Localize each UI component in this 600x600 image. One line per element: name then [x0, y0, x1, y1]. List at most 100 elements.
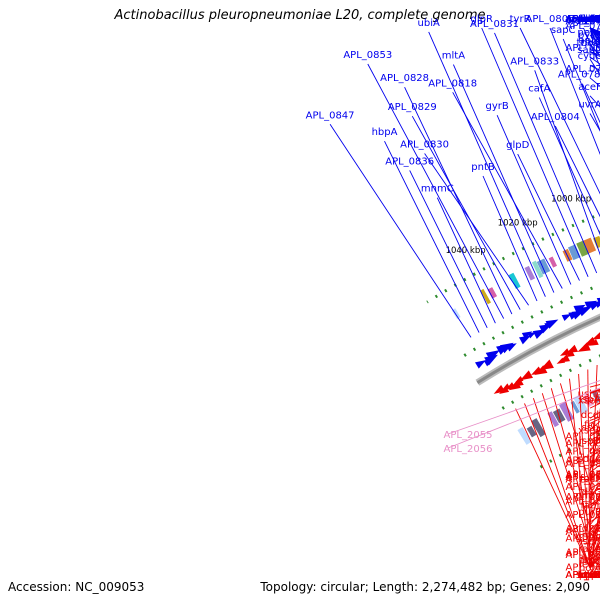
reverse-gene-label: APL_0848 — [566, 510, 600, 521]
forward-gene-label: APL_0779 — [566, 14, 600, 25]
forward-gene-label: APL_0767 — [566, 14, 600, 25]
reverse-gene-label: fic — [584, 420, 596, 431]
reverse-gene-label: APL_0840 — [566, 470, 600, 481]
forward-gene-label: apfD — [578, 14, 600, 25]
forward-gene-label: APL_0784 — [566, 64, 600, 75]
reverse-gene-leader — [589, 424, 600, 472]
forward-gene-leader — [329, 124, 472, 338]
reverse-gene-arrow — [493, 384, 506, 394]
forward-gene-leader — [452, 64, 555, 293]
reverse-gene-label: APL_0839 — [566, 527, 600, 538]
reverse-gene-label: APL_0849 — [566, 472, 600, 483]
forward-gene-label: sapC — [551, 25, 576, 36]
reverse-gene-arrow — [565, 350, 575, 358]
forward-gene-label: mnmC — [421, 184, 454, 195]
forward-gene-label: tyrR — [510, 14, 531, 25]
reverse-gene-label: metF — [577, 570, 600, 581]
forward-gene-label: APL_0761 — [566, 14, 600, 25]
reverse-gene-label: ppiB — [579, 570, 600, 581]
forward-gene-label: fdhD — [578, 14, 600, 25]
forward-gene-label: apfB — [579, 14, 600, 25]
reverse-gene-arrow — [592, 329, 600, 340]
reverse-gene-label: xseB — [578, 396, 600, 407]
forward-gene-label: gmhB — [575, 14, 600, 25]
reverse-gene-arrow — [556, 357, 566, 364]
feature-band-outer — [593, 235, 600, 249]
forward-gene-label: purB — [578, 14, 600, 25]
reverse-gene-label: smpB — [576, 570, 600, 581]
scale-label: 1000 kbp — [551, 194, 591, 204]
forward-gene-label: APL_0785 — [566, 21, 600, 32]
feature-band-outer — [480, 288, 491, 305]
feature-band-outer — [576, 240, 589, 257]
forward-gene-arrow — [532, 329, 547, 339]
forward-gene-label: APL_0818 — [428, 78, 477, 89]
forward-gene-label: hbpA — [372, 127, 398, 138]
reverse-gene-label: folD — [580, 473, 600, 484]
feature-band-inner — [517, 427, 532, 445]
reverse-gene-leader — [589, 503, 600, 569]
forward-gene-label: APL_0787 — [558, 70, 600, 81]
forward-gene-label: cydC — [578, 51, 600, 62]
forward-gene-label: uvrA — [578, 100, 600, 111]
reverse-gene-arrow — [520, 370, 533, 381]
feature-band-inner — [531, 418, 546, 438]
forward-gene-leader — [404, 87, 513, 315]
scale-label: 1020 kbp — [498, 219, 538, 229]
reverse-gene-leader — [589, 364, 598, 532]
reverse-gene-label: APL_0863 — [566, 534, 600, 545]
forward-gene-leader — [583, 27, 600, 68]
forward-gene-label: APL_0847 — [306, 110, 355, 121]
forward-gene-leader — [367, 63, 505, 319]
feature-band-inner — [591, 390, 600, 403]
forward-gene-leader — [581, 83, 600, 124]
feature-band-outer — [531, 260, 544, 279]
forward-gene-label: coaE — [578, 14, 600, 25]
feature-band-inner — [570, 400, 580, 414]
rna-gene-label: APL_2055 — [444, 430, 493, 441]
forward-gene-leader — [534, 70, 600, 256]
forward-gene-arrow — [573, 304, 586, 314]
forward-gene-label: APL_0890 — [566, 14, 600, 25]
feature-band-outer — [508, 272, 521, 290]
forward-gene-arrow — [568, 311, 581, 320]
feature-band-outer — [487, 287, 498, 299]
reverse-gene-label: APL_0811 — [566, 459, 600, 470]
reverse-gene-label: APL_0799 — [566, 524, 600, 535]
reverse-gene-leader — [587, 369, 591, 569]
forward-gene-leader — [436, 197, 496, 324]
feature-band-outer — [536, 258, 551, 275]
reverse-gene-arrow — [566, 344, 579, 354]
forward-gene-label: yacG — [577, 14, 600, 25]
reverse-gene-label: APL_0852 — [566, 570, 600, 581]
reverse-gene-label: APL_0837 — [566, 475, 600, 486]
reverse-gene-label: fdxG — [578, 487, 600, 498]
forward-gene-label: aceF — [578, 82, 600, 93]
forward-gene-label: glpR — [470, 14, 492, 25]
reverse-gene-label: sdaA — [578, 570, 600, 581]
forward-gene-label: APL_0825 — [566, 14, 600, 25]
reverse-gene-leader — [559, 383, 591, 486]
reverse-gene-label: APL_0851 — [566, 432, 600, 443]
forward-gene-label: queF — [578, 14, 600, 25]
reverse-gene-leader — [589, 513, 600, 554]
forward-gene-label: sapD — [577, 45, 600, 56]
feature-band-outer — [583, 237, 597, 254]
feature-band-outer — [524, 265, 536, 281]
accession-label: Accession: NC_009053 — [8, 580, 145, 594]
forward-gene-arrow — [496, 344, 511, 355]
reverse-gene-label: xseA — [578, 425, 600, 436]
reverse-gene-label: fadJ — [581, 500, 600, 511]
reverse-gene-label: truC — [579, 570, 600, 581]
reverse-gene-label: cca — [581, 570, 598, 581]
forward-gene-arrow — [561, 313, 572, 321]
forward-gene-label: APL_0836 — [385, 156, 434, 167]
forward-gene-label: apfC — [579, 14, 600, 25]
feature-band-outer — [548, 256, 558, 268]
forward-gene-label: folA — [580, 14, 599, 25]
rna-gene-leader — [447, 387, 600, 449]
reverse-gene-label: kdkA — [578, 570, 600, 581]
